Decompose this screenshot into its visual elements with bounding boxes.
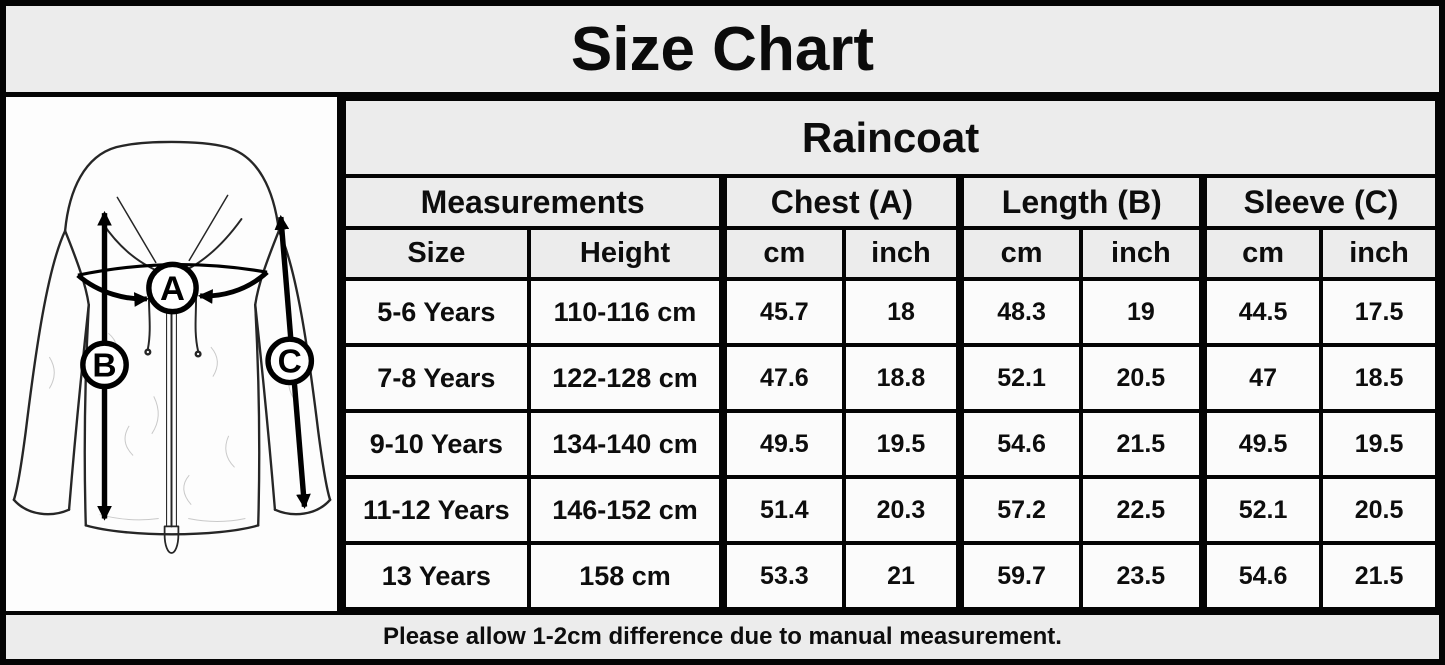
cell-sleeve-inch: 19.5 bbox=[1319, 409, 1439, 479]
length-badge-letter: B bbox=[92, 348, 116, 385]
sleeve-badge-circle bbox=[265, 336, 315, 386]
sub-header-sleeve-inch: inch bbox=[1319, 226, 1439, 281]
cell-sleeve-cm: 52.1 bbox=[1199, 475, 1324, 545]
group-header-length: Length (B) bbox=[956, 174, 1206, 230]
cell-sleeve-inch: 21.5 bbox=[1319, 541, 1439, 611]
cell-chest-cm: 53.3 bbox=[719, 541, 846, 611]
fabric-texture-lines bbox=[48, 332, 295, 522]
measurement-disclaimer: Please allow 1-2cm difference due to man… bbox=[383, 623, 1062, 650]
cell-length-cm: 52.1 bbox=[956, 343, 1083, 413]
cell-chest-cm: 47.6 bbox=[719, 343, 846, 413]
cell-height: 110-116 cm bbox=[526, 277, 726, 347]
cell-chest-inch: 18.8 bbox=[841, 343, 963, 413]
cell-length-inch: 22.5 bbox=[1078, 475, 1206, 545]
cell-chest-inch: 19.5 bbox=[841, 409, 963, 479]
cell-size: 9-10 Years bbox=[342, 409, 531, 479]
group-header-sleeve: Sleeve (C) bbox=[1199, 174, 1439, 230]
page-title: Size Chart bbox=[570, 14, 875, 84]
cell-length-cm: 54.6 bbox=[956, 409, 1083, 479]
cell-length-inch: 20.5 bbox=[1078, 343, 1206, 413]
content-area: A2Z A B C bbox=[6, 97, 1439, 611]
cell-height: 134-140 cm bbox=[526, 409, 726, 479]
length-badge-circle bbox=[80, 340, 129, 390]
group-header-row: Measurements Chest (A) Length (B) Sleeve… bbox=[341, 174, 1439, 230]
product-name: Raincoat bbox=[342, 97, 1439, 178]
measure-letter-badges: A B C bbox=[80, 261, 315, 390]
chest-badge-circle bbox=[146, 261, 199, 315]
size-row-5-6: 5-6 Years 110-116 cm 45.7 18 48.3 19 44.… bbox=[342, 277, 1439, 347]
sub-header-length-inch: inch bbox=[1078, 226, 1206, 281]
footer-band: Please allow 1-2cm difference due to man… bbox=[6, 611, 1439, 659]
cell-size: 13 Years bbox=[342, 541, 531, 611]
cell-size: 7-8 Years bbox=[342, 343, 531, 413]
cell-sleeve-inch: 17.5 bbox=[1319, 277, 1439, 347]
cell-chest-cm: 51.4 bbox=[719, 475, 846, 545]
cell-height: 146-152 cm bbox=[526, 475, 726, 545]
sub-header-row: Size Height cm inch cm inch cm inch bbox=[342, 226, 1439, 281]
cell-length-inch: 23.5 bbox=[1078, 541, 1206, 611]
size-table-panel: Raincoat Measurements Chest (A) Length (… bbox=[341, 97, 1439, 611]
size-row-13: 13 Years 158 cm 53.3 21 59.7 23.5 54.6 2… bbox=[342, 541, 1439, 611]
sub-header-length-cm: cm bbox=[956, 226, 1083, 281]
cell-chest-cm: 49.5 bbox=[719, 409, 846, 479]
sub-header-chest-inch: inch bbox=[841, 226, 963, 281]
sub-header-sleeve-cm: cm bbox=[1199, 226, 1324, 281]
chest-arrow-left bbox=[76, 273, 150, 307]
zipper-pull bbox=[163, 525, 180, 554]
cell-chest-inch: 21 bbox=[841, 541, 963, 611]
cell-sleeve-cm: 44.5 bbox=[1199, 277, 1324, 347]
product-banner-row: Raincoat bbox=[342, 97, 1439, 178]
cell-chest-inch: 20.3 bbox=[841, 475, 963, 545]
cell-sleeve-cm: 47 bbox=[1199, 343, 1324, 413]
cell-size: 5-6 Years bbox=[342, 277, 531, 347]
sleeve-badge-letter: C bbox=[278, 344, 302, 381]
size-row-9-10: 9-10 Years 134-140 cm 49.5 19.5 54.6 21.… bbox=[342, 409, 1439, 479]
cell-length-cm: 48.3 bbox=[956, 277, 1083, 347]
raincoat-sketch: A2Z A B C bbox=[12, 140, 332, 554]
size-row-11-12: 11-12 Years 146-152 cm 51.4 20.3 57.2 22… bbox=[342, 475, 1439, 545]
cell-length-inch: 21.5 bbox=[1078, 409, 1206, 479]
cell-sleeve-cm: 54.6 bbox=[1199, 541, 1324, 611]
cell-sleeve-inch: 18.5 bbox=[1319, 343, 1439, 413]
cell-height: 122-128 cm bbox=[526, 343, 726, 413]
chest-arrow-right bbox=[197, 270, 269, 304]
size-table: Raincoat Measurements Chest (A) Length (… bbox=[341, 97, 1439, 611]
title-band: Size Chart bbox=[6, 6, 1439, 97]
size-row-7-8: 7-8 Years 122-128 cm 47.6 18.8 52.1 20.5… bbox=[342, 343, 1439, 413]
group-header-chest: Chest (A) bbox=[719, 174, 963, 230]
cell-height: 158 cm bbox=[526, 541, 726, 611]
cell-sleeve-cm: 49.5 bbox=[1199, 409, 1324, 479]
jacket-outline bbox=[12, 140, 332, 554]
sub-header-height: Height bbox=[526, 226, 726, 281]
group-header-measurements: Measurements bbox=[341, 174, 726, 230]
cell-length-cm: 59.7 bbox=[956, 541, 1083, 611]
raincoat-diagram-panel: A2Z A B C bbox=[6, 97, 342, 611]
cell-length-inch: 19 bbox=[1078, 277, 1206, 347]
cell-sleeve-inch: 20.5 bbox=[1319, 475, 1439, 545]
cell-chest-inch: 18 bbox=[841, 277, 963, 347]
sub-header-size: Size bbox=[342, 226, 531, 281]
cell-size: 11-12 Years bbox=[342, 475, 531, 545]
cell-chest-cm: 45.7 bbox=[719, 277, 846, 347]
sub-header-chest-cm: cm bbox=[719, 226, 846, 281]
cell-length-cm: 57.2 bbox=[956, 475, 1083, 545]
chest-badge-letter: A bbox=[160, 270, 185, 308]
